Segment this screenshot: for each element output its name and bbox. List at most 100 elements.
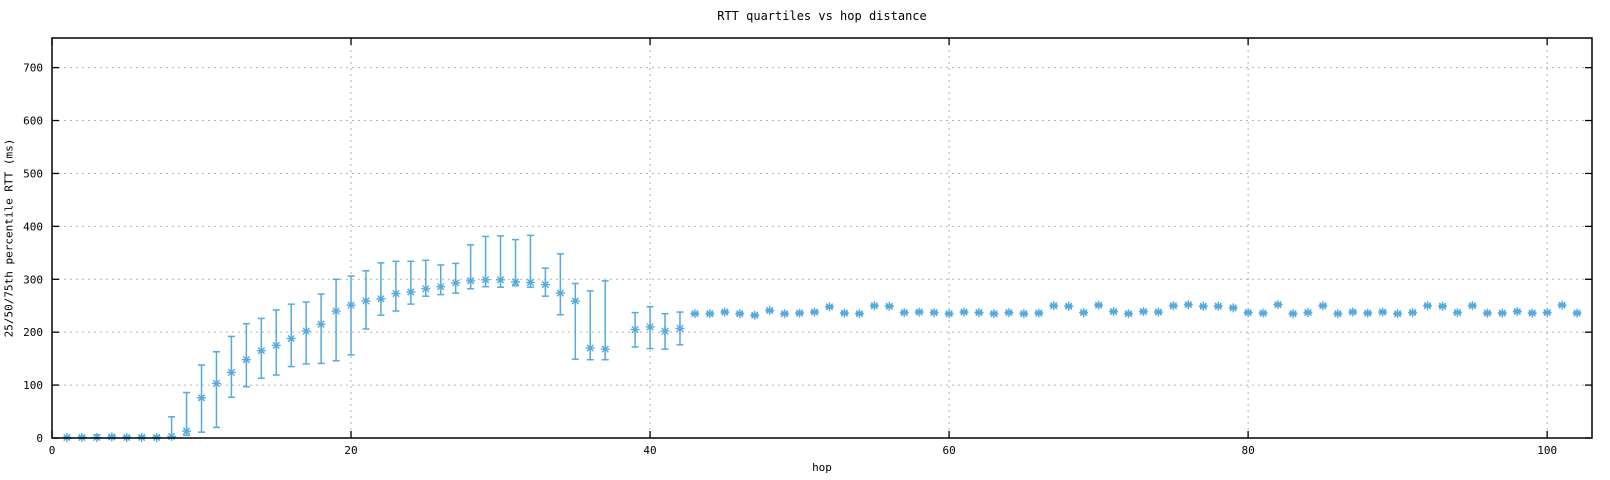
data-point-marker bbox=[1243, 308, 1253, 318]
data-point-marker bbox=[750, 310, 760, 320]
data-point-marker bbox=[286, 334, 296, 344]
data-point-marker bbox=[1258, 308, 1268, 318]
data-point-marker bbox=[1064, 301, 1074, 311]
x-tick-label: 100 bbox=[1537, 444, 1557, 457]
data-point-marker bbox=[974, 308, 984, 318]
data-point-marker bbox=[780, 309, 790, 319]
data-point-marker bbox=[197, 393, 207, 403]
error-bar bbox=[332, 278, 340, 362]
error-bar bbox=[227, 335, 235, 399]
error-bar bbox=[377, 262, 385, 316]
data-point-marker bbox=[585, 343, 595, 353]
data-point-marker bbox=[421, 284, 431, 294]
data-point-marker bbox=[331, 306, 341, 316]
x-tick-label: 60 bbox=[942, 444, 955, 457]
data-point-marker bbox=[1288, 309, 1298, 319]
data-point-marker bbox=[570, 296, 580, 306]
x-tick-label: 80 bbox=[1241, 444, 1254, 457]
data-point-marker bbox=[555, 288, 565, 298]
data-point-marker bbox=[496, 275, 506, 285]
data-point-marker bbox=[1168, 301, 1178, 311]
data-point-marker bbox=[899, 308, 909, 318]
data-point-marker bbox=[720, 307, 730, 317]
error-bar bbox=[452, 262, 460, 294]
data-point-marker bbox=[1348, 307, 1358, 317]
y-tick-label: 700 bbox=[23, 62, 43, 75]
data-point-marker bbox=[1527, 308, 1537, 318]
data-point-marker bbox=[1318, 301, 1328, 311]
x-axis-label: hop bbox=[812, 461, 832, 474]
data-point-marker bbox=[1408, 308, 1418, 318]
data-point-marker bbox=[705, 309, 715, 319]
data-point-marker bbox=[1034, 308, 1044, 318]
data-point-marker bbox=[1378, 307, 1388, 317]
data-point-marker bbox=[854, 309, 864, 319]
data-point-marker bbox=[481, 275, 491, 285]
data-point-marker bbox=[735, 309, 745, 319]
data-point-marker bbox=[630, 325, 640, 335]
data-point-marker bbox=[810, 307, 820, 317]
data-point-marker bbox=[1512, 307, 1522, 317]
data-point-marker bbox=[675, 323, 685, 333]
data-point-marker bbox=[795, 308, 805, 318]
x-tick-label: 40 bbox=[643, 444, 656, 457]
error-bar bbox=[347, 275, 355, 356]
data-point-marker bbox=[1213, 301, 1223, 311]
data-point-marker bbox=[1572, 308, 1582, 318]
y-tick-label: 100 bbox=[23, 379, 43, 392]
data-point-marker bbox=[510, 277, 520, 287]
x-tick-label: 0 bbox=[49, 444, 56, 457]
data-point-marker bbox=[1542, 308, 1552, 318]
data-point-marker bbox=[316, 319, 326, 329]
data-point-marker bbox=[271, 340, 281, 350]
data-point-marker bbox=[1333, 309, 1343, 319]
data-point-marker bbox=[391, 289, 401, 299]
data-point-marker bbox=[1228, 303, 1238, 313]
tick-labels: 0 20 40 60 80 100 0 100 200 300 400 500 600 700 bbox=[23, 62, 1557, 457]
y-tick-label: 500 bbox=[23, 167, 43, 180]
data-point-marker bbox=[1437, 301, 1447, 311]
y-tick-label: 0 bbox=[36, 432, 43, 445]
y-axis-label: 25/50/75th percentile RTT (ms) bbox=[2, 138, 16, 338]
y-tick-label: 300 bbox=[23, 273, 43, 286]
chart-title: RTT quartiles vs hop distance bbox=[717, 9, 927, 23]
data-point-marker bbox=[376, 294, 386, 304]
data-point-marker bbox=[346, 300, 356, 310]
gridlines bbox=[52, 38, 1592, 438]
data-point-marker bbox=[1363, 308, 1373, 318]
data-point-marker bbox=[241, 355, 251, 365]
data-point-marker bbox=[525, 277, 535, 287]
data-point-marker bbox=[1004, 308, 1014, 318]
data-point-marker bbox=[256, 346, 266, 356]
data-point-marker bbox=[301, 326, 311, 336]
data-point-marker bbox=[540, 280, 550, 290]
error-bar bbox=[407, 260, 415, 305]
data-point-marker bbox=[690, 309, 700, 319]
y-tick-label: 600 bbox=[23, 115, 43, 128]
data-point-marker bbox=[361, 296, 371, 306]
median-markers bbox=[62, 275, 1582, 442]
data-point-marker bbox=[1482, 308, 1492, 318]
data-point-marker bbox=[211, 379, 221, 389]
data-point-marker bbox=[182, 426, 192, 436]
y-tick-label: 200 bbox=[23, 326, 43, 339]
data-point-marker bbox=[1423, 301, 1433, 311]
data-point-marker bbox=[1557, 300, 1567, 310]
axes-border bbox=[51, 37, 1593, 439]
error-bar bbox=[571, 282, 579, 360]
data-point-marker bbox=[436, 282, 446, 292]
data-point-marker bbox=[839, 308, 849, 318]
data-point-marker bbox=[765, 305, 775, 315]
data-point-marker bbox=[600, 344, 610, 354]
data-point-marker bbox=[959, 307, 969, 317]
data-point-marker bbox=[406, 287, 416, 297]
data-point-marker bbox=[824, 302, 834, 312]
data-point-marker bbox=[1183, 300, 1193, 310]
data-point-marker bbox=[1094, 300, 1104, 310]
data-point-marker bbox=[226, 367, 236, 377]
data-point-marker bbox=[1303, 308, 1313, 318]
data-point-marker bbox=[929, 308, 939, 318]
plot-border bbox=[51, 37, 1593, 439]
